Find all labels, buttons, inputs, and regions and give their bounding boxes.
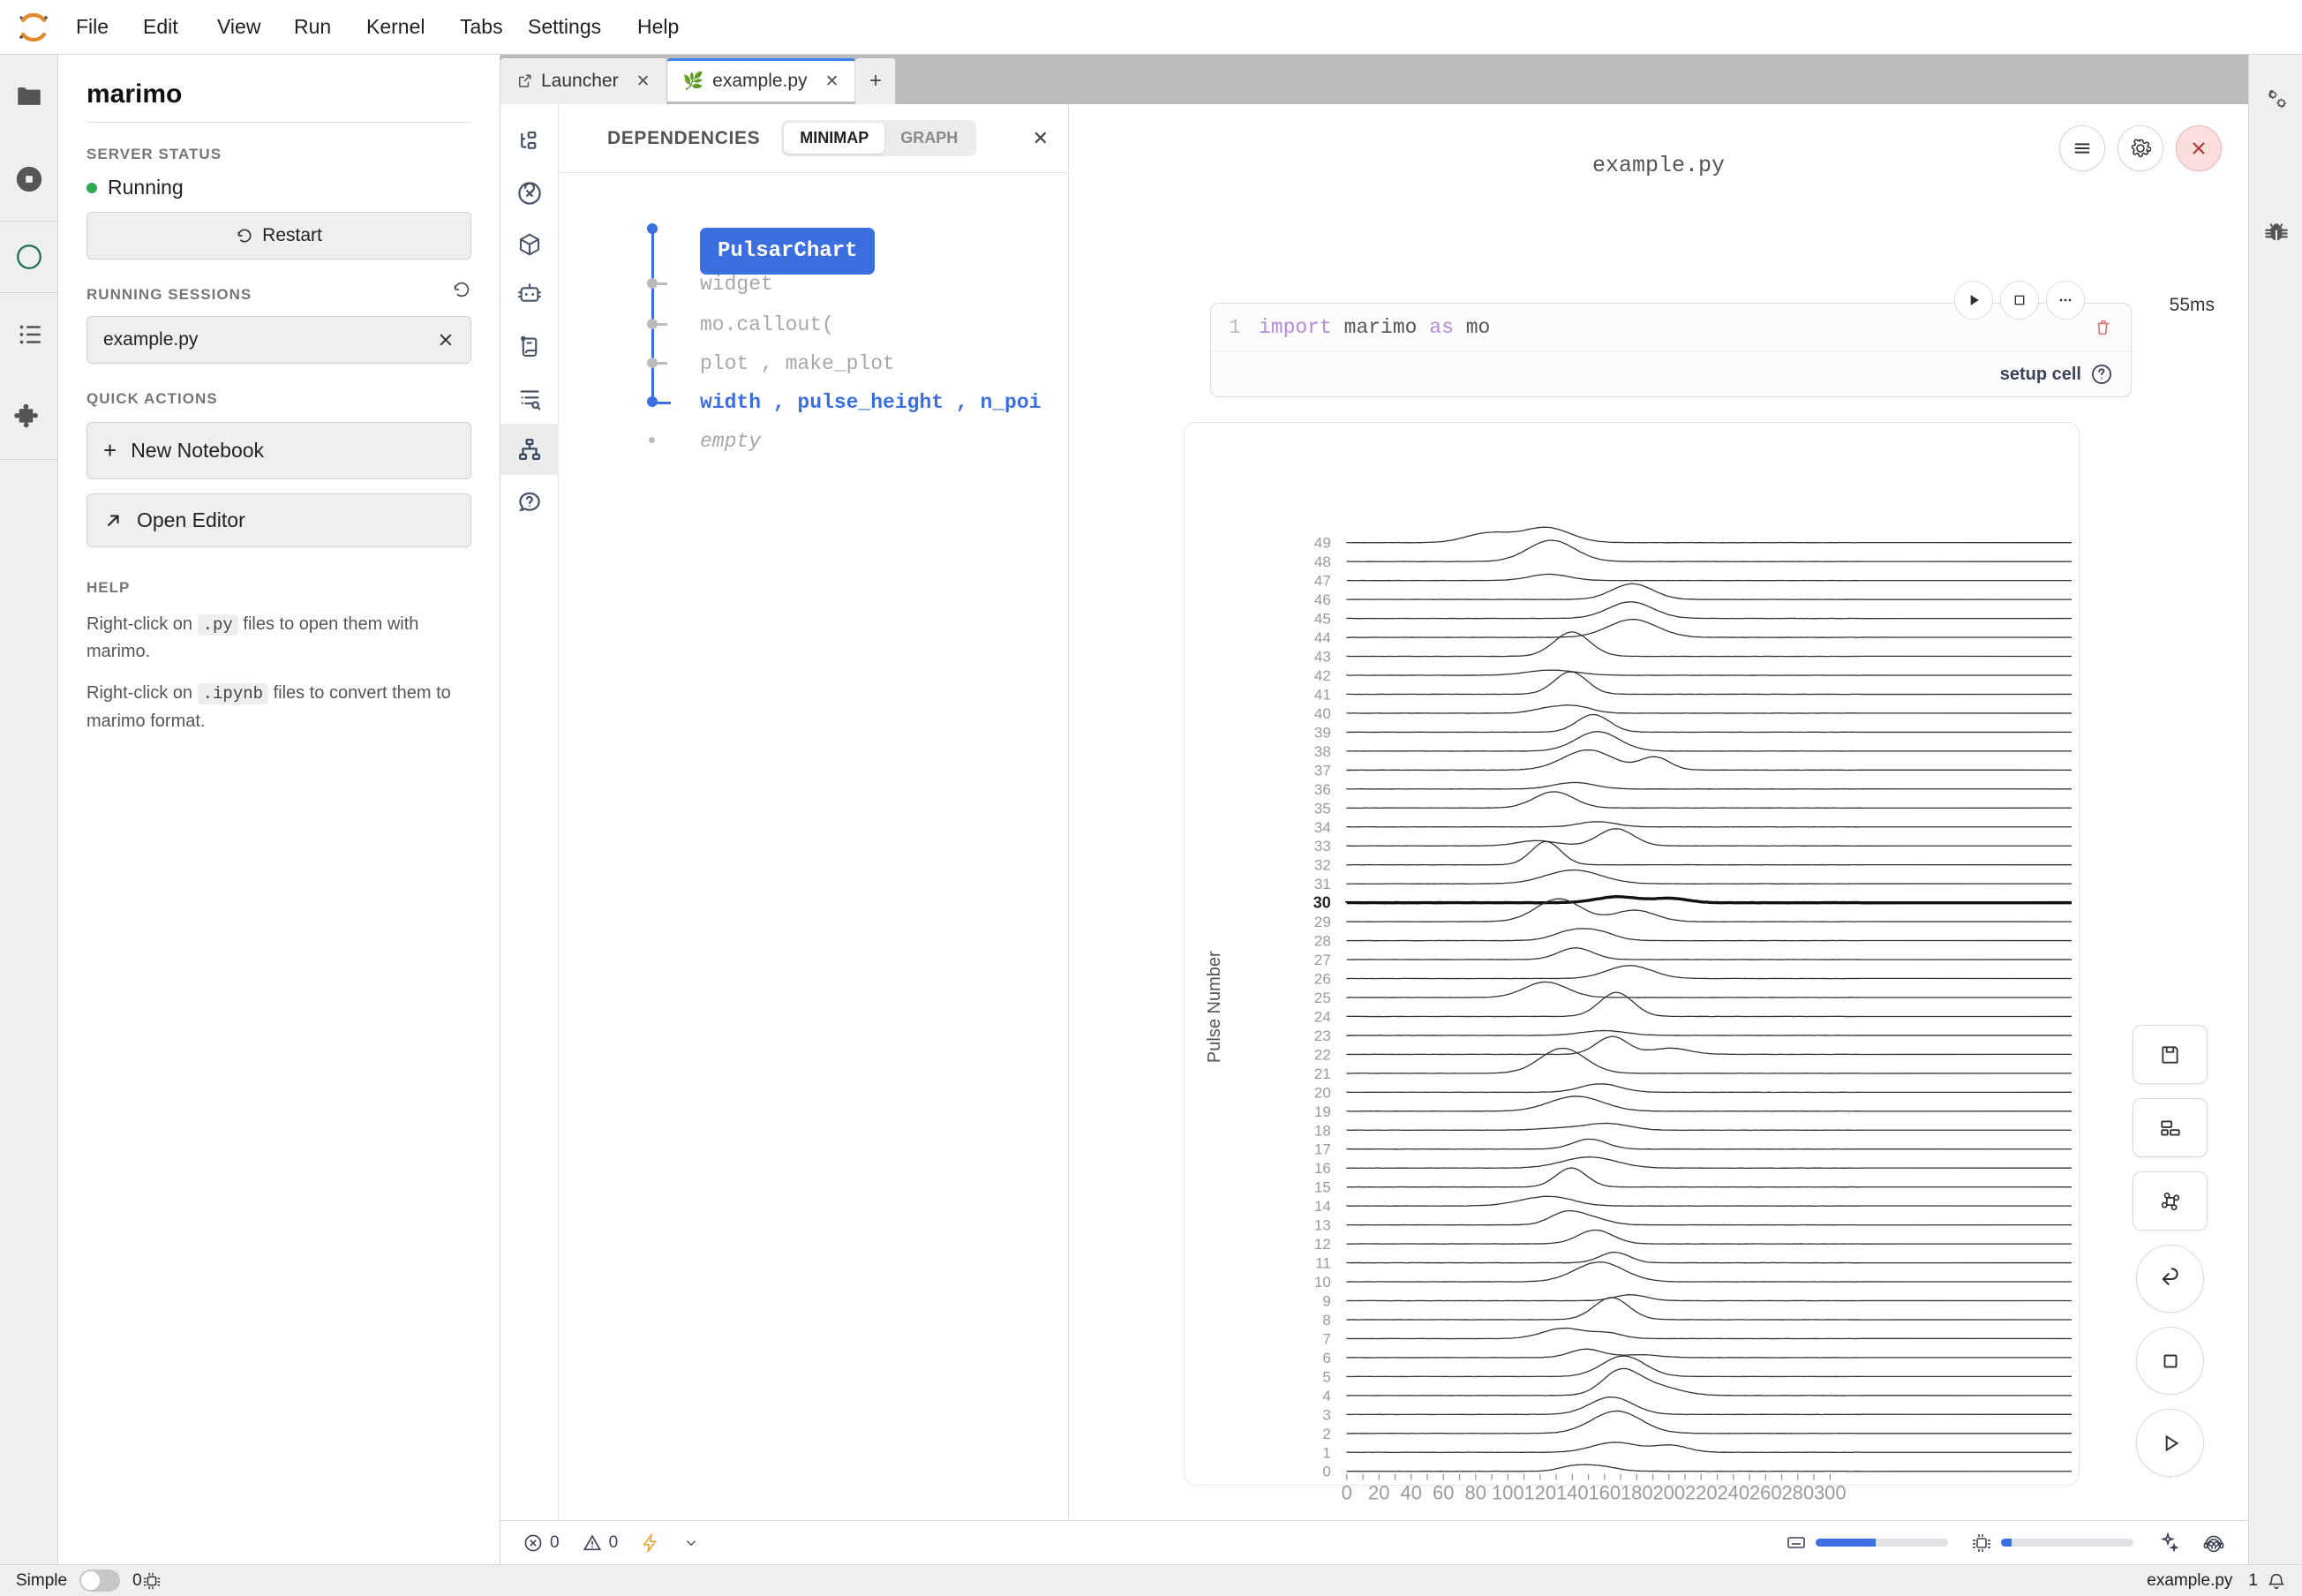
svg-text:5: 5 [1322, 1368, 1330, 1385]
svg-text:34: 34 [1314, 819, 1331, 836]
svg-text:200: 200 [1652, 1482, 1685, 1504]
svg-text:42: 42 [1314, 667, 1331, 684]
svg-text:32: 32 [1314, 857, 1331, 874]
svg-text:37: 37 [1314, 762, 1331, 779]
svg-text:240: 240 [1717, 1482, 1749, 1504]
svg-text:33: 33 [1314, 838, 1331, 854]
svg-text:160: 160 [1588, 1482, 1621, 1504]
svg-text:24: 24 [1314, 1008, 1331, 1025]
svg-text:11: 11 [1315, 1255, 1331, 1272]
svg-text:40: 40 [1314, 705, 1331, 722]
svg-text:80: 80 [1465, 1482, 1486, 1504]
svg-text:120: 120 [1523, 1482, 1556, 1504]
svg-text:44: 44 [1314, 629, 1331, 646]
svg-text:1: 1 [1322, 1444, 1330, 1461]
svg-text:43: 43 [1314, 649, 1331, 666]
svg-text:180: 180 [1621, 1482, 1653, 1504]
svg-text:4: 4 [1322, 1388, 1330, 1404]
svg-text:25: 25 [1314, 990, 1331, 1006]
svg-text:31: 31 [1314, 876, 1331, 892]
svg-text:9: 9 [1322, 1293, 1330, 1310]
svg-text:3: 3 [1322, 1406, 1330, 1423]
svg-text:20: 20 [1314, 1084, 1331, 1101]
svg-text:40: 40 [1401, 1482, 1422, 1504]
svg-text:14: 14 [1314, 1198, 1331, 1215]
svg-text:0: 0 [1322, 1464, 1330, 1480]
svg-text:29: 29 [1314, 914, 1331, 930]
svg-text:39: 39 [1314, 724, 1331, 741]
svg-text:18: 18 [1314, 1122, 1331, 1139]
svg-text:8: 8 [1322, 1312, 1330, 1329]
svg-text:47: 47 [1314, 573, 1331, 590]
svg-text:Pulse Number: Pulse Number [1205, 951, 1224, 1063]
svg-text:19: 19 [1314, 1103, 1331, 1120]
svg-text:60: 60 [1433, 1482, 1454, 1504]
svg-text:35: 35 [1314, 800, 1331, 817]
svg-text:220: 220 [1685, 1482, 1718, 1504]
svg-text:49: 49 [1314, 535, 1331, 552]
svg-text:6: 6 [1322, 1350, 1330, 1366]
svg-text:48: 48 [1314, 553, 1331, 570]
svg-text:20: 20 [1368, 1482, 1389, 1504]
svg-text:100: 100 [1492, 1482, 1524, 1504]
svg-text:2: 2 [1322, 1426, 1330, 1442]
svg-text:0: 0 [1342, 1482, 1352, 1504]
svg-text:41: 41 [1314, 686, 1331, 703]
svg-text:27: 27 [1314, 952, 1331, 968]
svg-text:17: 17 [1314, 1141, 1331, 1158]
svg-text:300: 300 [1814, 1482, 1847, 1504]
svg-text:7: 7 [1322, 1330, 1330, 1347]
svg-text:12: 12 [1314, 1236, 1331, 1253]
svg-text:10: 10 [1314, 1274, 1331, 1291]
svg-text:23: 23 [1314, 1028, 1331, 1044]
svg-text:260: 260 [1749, 1482, 1782, 1504]
svg-text:13: 13 [1314, 1217, 1331, 1234]
svg-text:26: 26 [1314, 971, 1331, 988]
svg-text:28: 28 [1314, 933, 1331, 950]
svg-text:15: 15 [1314, 1179, 1331, 1196]
svg-text:46: 46 [1314, 591, 1331, 608]
svg-text:16: 16 [1314, 1160, 1331, 1177]
svg-text:45: 45 [1314, 611, 1331, 628]
svg-text:30: 30 [1313, 894, 1331, 912]
svg-text:38: 38 [1314, 743, 1331, 760]
svg-text:140: 140 [1556, 1482, 1589, 1504]
svg-text:36: 36 [1314, 781, 1331, 798]
svg-text:280: 280 [1781, 1482, 1814, 1504]
svg-text:21: 21 [1314, 1065, 1331, 1082]
svg-text:22: 22 [1314, 1046, 1331, 1063]
